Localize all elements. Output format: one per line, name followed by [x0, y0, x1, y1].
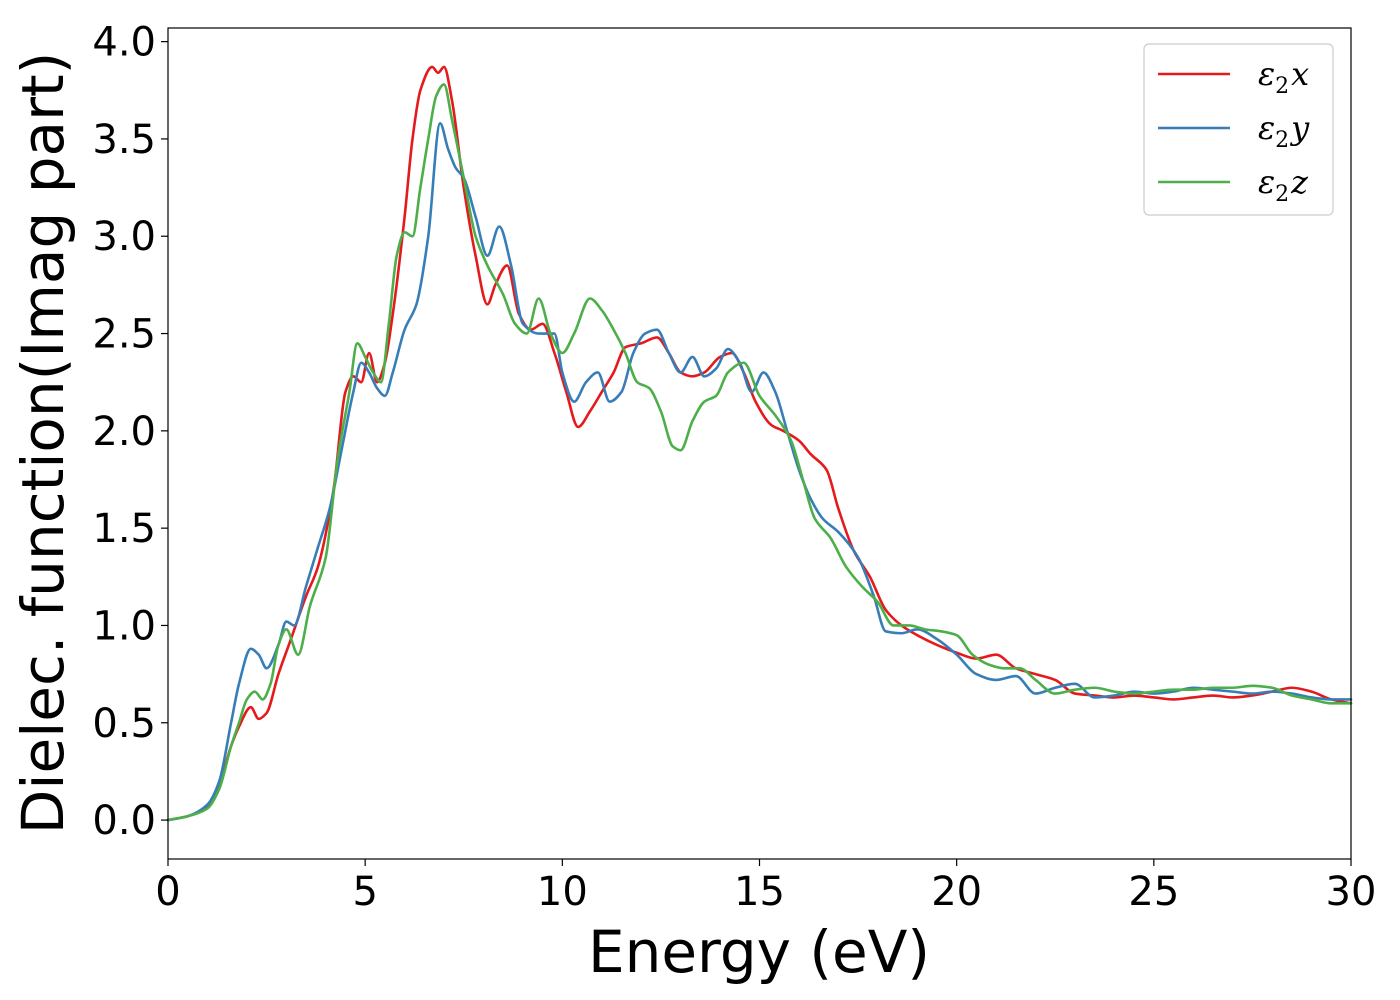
y-tick-label: 1.5 — [92, 506, 156, 552]
y-tick-label: 0.0 — [92, 798, 156, 844]
x-tick-label: 25 — [1128, 869, 1179, 915]
legend-box — [1143, 43, 1334, 216]
y-tick-label: 0.5 — [92, 701, 156, 747]
y-tick-label: 4.0 — [92, 20, 156, 66]
y-tick-label: 2.0 — [92, 409, 156, 455]
y-axis-title: Dielec. function(Imag part) — [9, 52, 77, 835]
legend-label: ε2y — [1258, 109, 1310, 153]
series-line-z — [166, 83, 1353, 822]
x-tick-label: 0 — [155, 869, 180, 915]
y-tick-label: 3.5 — [92, 117, 156, 163]
x-axis-ticks: 0 5 10 15 20 25 30 — [155, 859, 1376, 915]
x-axis-title: Energy (eV) — [588, 918, 930, 986]
legend: ε2x ε2y ε2z — [1143, 43, 1334, 216]
y-tick-label: 3.0 — [92, 214, 156, 260]
legend-label: ε2z — [1258, 163, 1309, 207]
y-axis-ticks: 0.0 0.5 1.0 1.5 2.0 2.5 3.0 3.5 4.0 — [92, 20, 168, 844]
legend-item-z: ε2z — [1158, 163, 1309, 207]
y-tick-label: 1.0 — [92, 603, 156, 649]
x-tick-label: 5 — [352, 869, 377, 915]
x-tick-label: 20 — [931, 869, 982, 915]
x-tick-label: 10 — [537, 869, 588, 915]
legend-entries: ε2x ε2y ε2z — [1158, 55, 1310, 207]
legend-label: ε2x — [1258, 55, 1309, 99]
legend-item-x: ε2x — [1158, 55, 1309, 99]
series-layer — [166, 65, 1353, 822]
x-tick-label: 30 — [1326, 869, 1377, 915]
y-tick-label: 2.5 — [92, 312, 156, 358]
x-tick-label: 15 — [734, 869, 785, 915]
legend-item-y: ε2y — [1158, 109, 1310, 153]
